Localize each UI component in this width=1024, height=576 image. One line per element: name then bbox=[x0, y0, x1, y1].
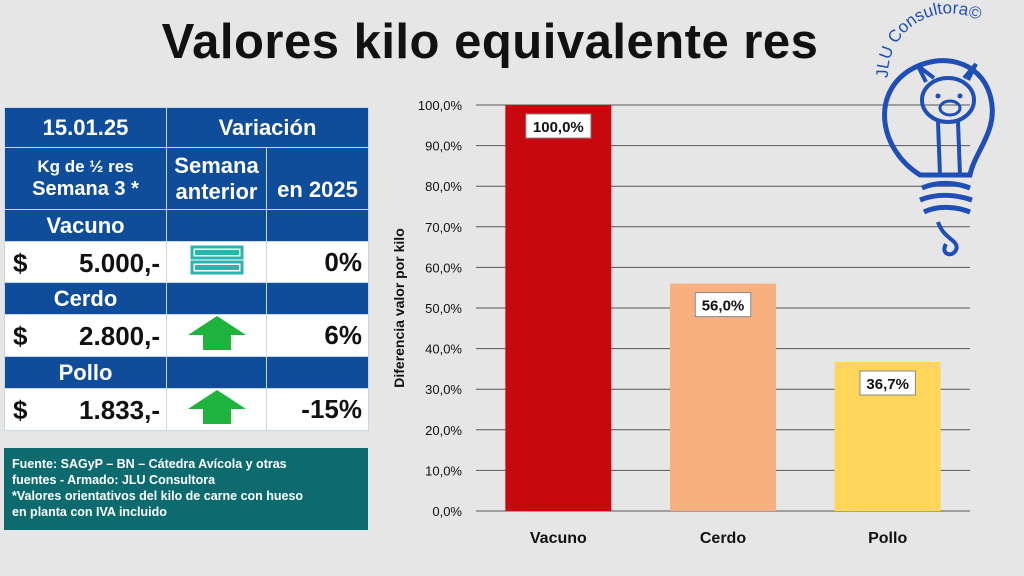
arrow-up-icon bbox=[187, 316, 246, 350]
y-tick-label: 70,0% bbox=[425, 220, 462, 235]
page-title: Valores kilo equivalente res bbox=[161, 15, 819, 69]
price-value: 1.833,- bbox=[79, 395, 160, 425]
equal-icon bbox=[190, 245, 243, 274]
kg-header-line1: Kg de ½ res bbox=[37, 156, 134, 176]
data-label: 100,0% bbox=[533, 119, 584, 136]
data-label-box bbox=[694, 292, 752, 318]
y-tick-label: 90,0% bbox=[425, 139, 462, 154]
week-header: Semana anterior bbox=[166, 147, 267, 210]
data-label-box bbox=[525, 113, 592, 139]
price-pollo: $ 1.833,- bbox=[4, 388, 167, 431]
x-tick-label: Vacuno bbox=[530, 530, 587, 547]
y-tick-label: 100,0% bbox=[418, 98, 463, 113]
price-value: 5.000,- bbox=[79, 248, 160, 278]
change-vacuno: 0% bbox=[266, 241, 369, 283]
y-tick-label: 10,0% bbox=[425, 463, 462, 478]
price-table: 15.01.25 Variación Kg de ½ res Semana 3 … bbox=[4, 107, 369, 431]
bar-cerdo bbox=[670, 283, 776, 511]
y-tick-label: 50,0% bbox=[425, 301, 462, 316]
section-pollo: Pollo bbox=[4, 356, 167, 389]
source-notes: Fuente: SAGyP – BN – Cátedra Avícola y o… bbox=[4, 448, 368, 530]
year-header: en 2025 bbox=[266, 147, 369, 210]
data-label: 56,0% bbox=[702, 298, 745, 315]
note-line: *Valores orientativos del kilo de carne … bbox=[12, 489, 304, 503]
week-header-line1: Semana bbox=[174, 152, 259, 178]
date-cell: 15.01.25 bbox=[4, 107, 167, 148]
price-value: 2.800,- bbox=[79, 321, 160, 351]
kg-header: Kg de ½ res Semana 3 * bbox=[4, 147, 167, 210]
change-pollo: -15% bbox=[266, 388, 369, 431]
bar-chart: 0,0% 10,0% 20,0% 30,0% 40,0% 50,0% 60,0% 70,0% 8… bbox=[391, 98, 970, 547]
bar-vacuno bbox=[505, 105, 612, 511]
y-tick-label: 0,0% bbox=[432, 504, 462, 519]
y-tick-label: 30,0% bbox=[425, 382, 462, 397]
week-header-line2: anterior bbox=[175, 178, 258, 204]
variation-header: Variación bbox=[166, 107, 369, 148]
indicator-vacuno bbox=[166, 241, 267, 283]
y-axis-label: Diferencia valor por kilo bbox=[391, 228, 407, 388]
note-line: en planta con IVA incluido bbox=[12, 505, 167, 519]
section-cerdo: Cerdo bbox=[4, 282, 167, 315]
y-tick-label: 40,0% bbox=[425, 342, 462, 357]
indicator-cerdo bbox=[166, 314, 267, 357]
x-tick-label: Cerdo bbox=[700, 530, 746, 547]
currency-symbol: $ bbox=[13, 321, 28, 351]
change-cerdo: 6% bbox=[266, 314, 369, 357]
indicator-pollo bbox=[166, 388, 267, 431]
y-tick-label: 20,0% bbox=[425, 423, 462, 438]
section-vacuno: Vacuno bbox=[4, 209, 167, 242]
currency-symbol: $ bbox=[13, 248, 28, 278]
arrow-up-icon bbox=[187, 390, 246, 424]
data-label: 36,7% bbox=[866, 376, 909, 393]
x-tick-label: Pollo bbox=[868, 530, 907, 547]
note-line: fuentes - Armado: JLU Consultora bbox=[12, 473, 216, 487]
note-line: Fuente: SAGyP – BN – Cátedra Avícola y o… bbox=[12, 457, 287, 471]
y-tick-label: 60,0% bbox=[425, 260, 462, 275]
currency-symbol: $ bbox=[13, 395, 28, 425]
kg-header-line2: Semana 3 * bbox=[32, 177, 139, 200]
price-cerdo: $ 2.800,- bbox=[4, 314, 167, 357]
price-vacuno: $ 5.000,- bbox=[4, 241, 167, 283]
y-tick-label: 80,0% bbox=[425, 179, 462, 194]
data-label-box bbox=[859, 370, 916, 396]
lightbulb-pig-logo: JLU Consultora© bbox=[873, 0, 995, 257]
